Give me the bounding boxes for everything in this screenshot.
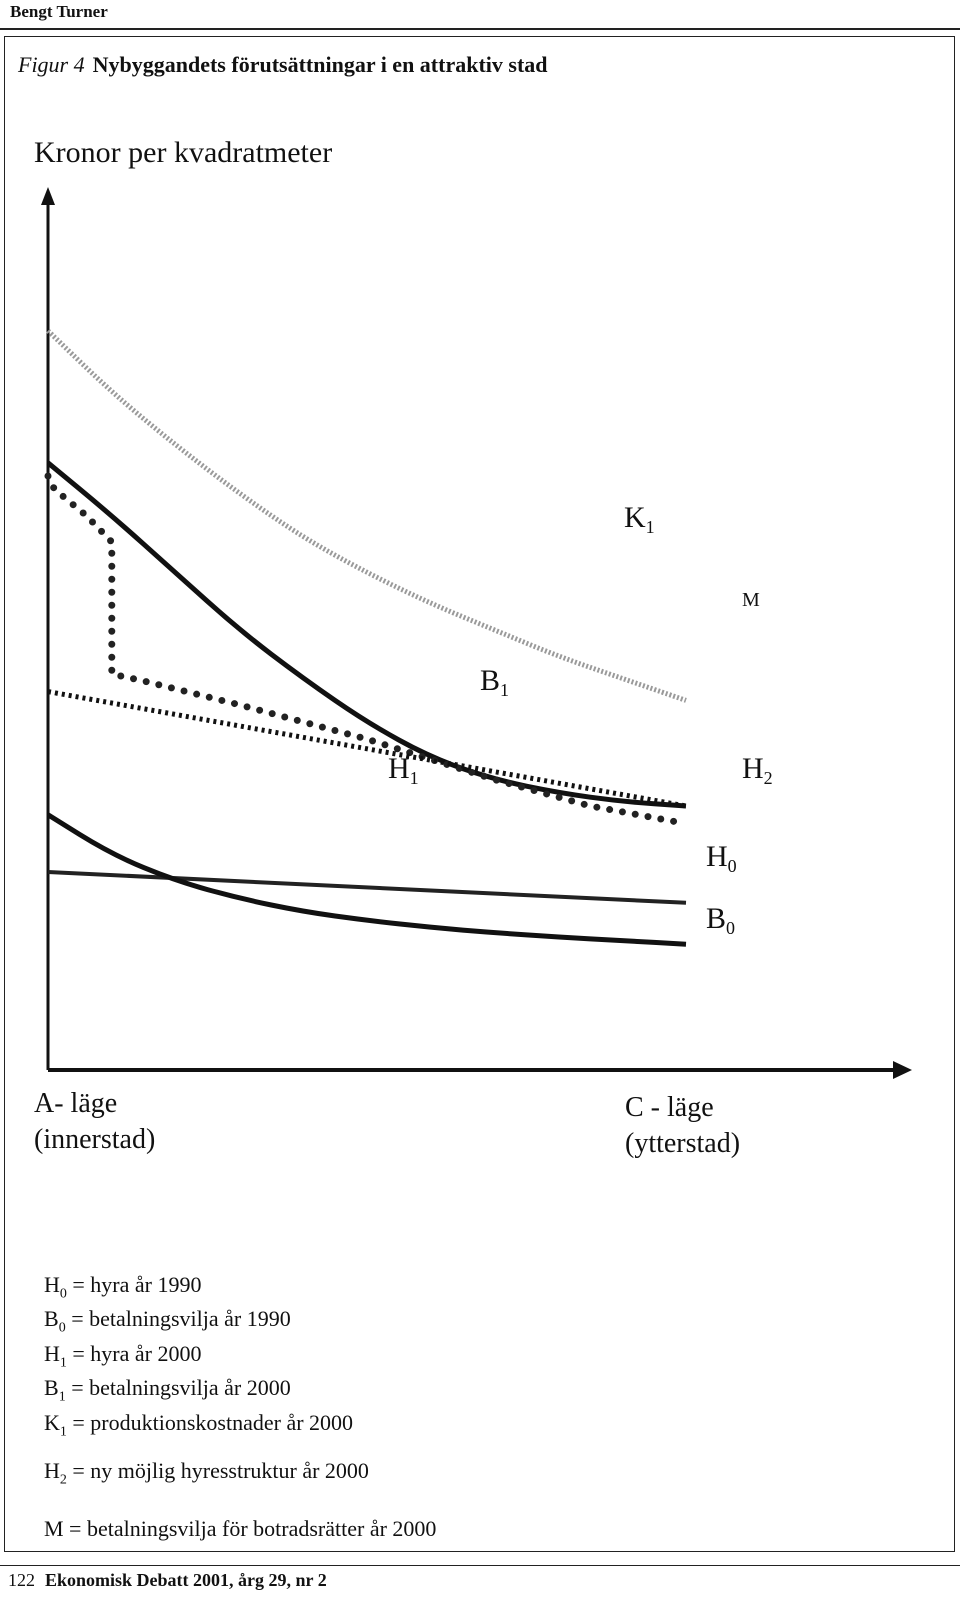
series-label-layer: K1 B1 H2 H1 H0 B0 M xyxy=(388,501,773,938)
legend-symbol-subscript: 0 xyxy=(59,1286,67,1302)
series-label-k1: K1 xyxy=(624,501,655,537)
page-number: 122 xyxy=(8,1570,35,1590)
legend-text: = hyra år 2000 xyxy=(72,1340,202,1366)
series-line-b0 xyxy=(46,812,687,947)
legend-item: H0 = hyra år 1990 xyxy=(44,1272,436,1306)
x-label-right-1: C - läge xyxy=(625,1092,714,1123)
x-axis-arrow xyxy=(893,1061,912,1079)
legend-text: = betalningsvilja år 2000 xyxy=(71,1375,291,1401)
legend-text: = ny möjlig hyresstruktur år 2000 xyxy=(72,1457,369,1483)
legend-item: B0 = betalningsvilja år 1990 xyxy=(44,1306,436,1340)
legend-symbol: K xyxy=(44,1409,60,1435)
series-label-h1: H1 xyxy=(388,752,419,788)
series-label-h2: H2 xyxy=(742,752,773,788)
legend-symbol-subscript: 1 xyxy=(59,1423,67,1439)
figure-frame xyxy=(4,36,955,1552)
legend-text: = hyra år 1990 xyxy=(72,1272,202,1297)
footer: 122 Ekonomisk Debatt 2001, årg 29, nr 2 xyxy=(8,1570,327,1591)
series-label-b0: B0 xyxy=(706,902,735,938)
y-axis-label: Kronor per kvadratmeter xyxy=(34,136,332,169)
x-label-left-2: (innerstad) xyxy=(34,1124,155,1155)
series-line-h0 xyxy=(47,870,687,905)
legend-item: K1 = produktionskostnader år 2000 xyxy=(44,1410,436,1444)
legend-text: M = betalningsvilja för botradsrätter år… xyxy=(44,1516,437,1542)
legend-symbol: H xyxy=(44,1340,60,1366)
x-label-left-1: A- läge xyxy=(34,1088,117,1119)
legend-symbol: B xyxy=(44,1375,59,1401)
figure-title-text: Nybyggandets förutsättningar i en attrak… xyxy=(92,52,548,77)
legend-symbol-subscript: 0 xyxy=(58,1320,66,1336)
journal-citation: Ekonomisk Debatt 2001, årg 29, nr 2 xyxy=(45,1570,327,1590)
series-line-b1 xyxy=(46,460,687,809)
series-line-k1 xyxy=(46,329,687,703)
legend-item: M = betalningsvilja för botradsrätter år… xyxy=(44,1516,436,1541)
series-layer xyxy=(44,329,690,947)
figure-title: Figur 4 Nybyggandets förutsättningar i en… xyxy=(18,52,548,78)
chart: Kronor per kvadratmeter K1 B1 H2 H1 H0 B0 M A-… xyxy=(34,136,912,1159)
legend-symbol: H xyxy=(44,1272,60,1297)
series-line-h2 xyxy=(44,472,690,828)
legend-symbol: B xyxy=(44,1306,59,1332)
y-axis-arrow xyxy=(41,187,55,205)
legend: H0 = hyra år 1990 B0 = betalningsvilja år… xyxy=(44,1272,436,1541)
legend-item: B1 = betalningsvilja år 2000 xyxy=(44,1375,436,1409)
legend-symbol-subscript: 1 xyxy=(58,1389,66,1405)
legend-text: = betalningsvilja år 1990 xyxy=(71,1306,291,1332)
series-label-b1: B1 xyxy=(480,664,509,700)
legend-item: H2 = ny möjlig hyresstruktur år 2000 xyxy=(44,1458,436,1492)
author-header: Bengt Turner xyxy=(10,2,108,21)
footer-rule xyxy=(0,1565,960,1566)
legend-symbol: H xyxy=(44,1457,60,1483)
legend-symbol-subscript: 1 xyxy=(59,1355,67,1371)
series-line-h1 xyxy=(47,689,687,809)
extra-label-m: M xyxy=(742,589,760,611)
header-rule xyxy=(0,28,960,30)
legend-text: = produktionskostnader år 2000 xyxy=(72,1409,354,1435)
x-label-right-2: (ytterstad) xyxy=(625,1128,740,1159)
legend-symbol-subscript: 2 xyxy=(59,1472,67,1488)
legend-item: H1 = hyra år 2000 xyxy=(44,1341,436,1375)
series-label-h0: H0 xyxy=(706,840,737,876)
figure-label: Figur 4 xyxy=(18,52,85,77)
